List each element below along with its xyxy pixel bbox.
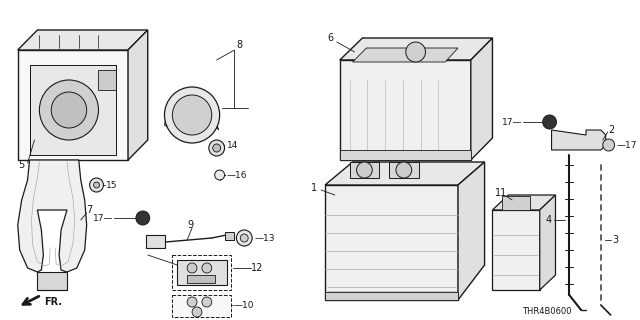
Polygon shape bbox=[492, 195, 556, 210]
Polygon shape bbox=[164, 112, 175, 130]
Text: 6: 6 bbox=[327, 33, 333, 43]
Text: 17—: 17— bbox=[93, 213, 113, 222]
Text: —17: —17 bbox=[616, 140, 637, 149]
Text: 4: 4 bbox=[545, 215, 552, 225]
Circle shape bbox=[241, 234, 248, 242]
Circle shape bbox=[356, 162, 372, 178]
Polygon shape bbox=[349, 162, 379, 178]
Circle shape bbox=[202, 297, 212, 307]
Circle shape bbox=[51, 92, 86, 128]
Text: 11: 11 bbox=[495, 188, 508, 198]
Circle shape bbox=[202, 263, 212, 273]
Polygon shape bbox=[340, 150, 471, 160]
Circle shape bbox=[396, 162, 412, 178]
Circle shape bbox=[93, 182, 99, 188]
Circle shape bbox=[187, 263, 197, 273]
Polygon shape bbox=[389, 162, 419, 178]
Text: 3: 3 bbox=[612, 235, 619, 245]
Polygon shape bbox=[340, 60, 471, 160]
Polygon shape bbox=[18, 160, 86, 272]
Circle shape bbox=[212, 144, 221, 152]
Circle shape bbox=[603, 139, 614, 151]
Circle shape bbox=[187, 297, 197, 307]
Text: 9: 9 bbox=[187, 220, 193, 230]
Text: —10: —10 bbox=[234, 300, 254, 309]
Polygon shape bbox=[177, 260, 227, 285]
Text: 12: 12 bbox=[251, 263, 264, 273]
Polygon shape bbox=[325, 292, 458, 300]
Polygon shape bbox=[99, 70, 116, 90]
Circle shape bbox=[406, 42, 426, 62]
Polygon shape bbox=[325, 185, 458, 300]
Circle shape bbox=[192, 307, 202, 317]
Circle shape bbox=[136, 211, 150, 225]
Polygon shape bbox=[458, 162, 484, 300]
Circle shape bbox=[214, 170, 225, 180]
Circle shape bbox=[209, 140, 225, 156]
Polygon shape bbox=[18, 30, 148, 50]
Text: 5: 5 bbox=[18, 160, 24, 170]
Bar bbox=[172, 255, 232, 290]
Text: FR.: FR. bbox=[44, 297, 62, 307]
Text: 15: 15 bbox=[106, 180, 118, 189]
Polygon shape bbox=[325, 162, 484, 185]
Polygon shape bbox=[128, 30, 148, 160]
Polygon shape bbox=[37, 272, 67, 290]
Circle shape bbox=[164, 87, 220, 143]
Circle shape bbox=[172, 95, 212, 135]
Polygon shape bbox=[212, 112, 219, 130]
Text: 2: 2 bbox=[609, 125, 615, 135]
Polygon shape bbox=[471, 38, 492, 160]
Circle shape bbox=[90, 178, 104, 192]
Circle shape bbox=[40, 80, 99, 140]
Polygon shape bbox=[353, 48, 458, 62]
Polygon shape bbox=[225, 232, 234, 240]
Text: 1: 1 bbox=[311, 183, 317, 193]
Polygon shape bbox=[502, 196, 530, 210]
Text: —13: —13 bbox=[254, 234, 275, 243]
Polygon shape bbox=[552, 130, 605, 150]
Circle shape bbox=[543, 115, 557, 129]
Polygon shape bbox=[29, 65, 116, 155]
Text: 8: 8 bbox=[236, 40, 243, 50]
Text: THR4B0600: THR4B0600 bbox=[522, 308, 572, 316]
Polygon shape bbox=[18, 50, 128, 160]
Polygon shape bbox=[540, 195, 556, 290]
Text: 14: 14 bbox=[227, 140, 238, 149]
Text: —16: —16 bbox=[227, 171, 247, 180]
Text: 7: 7 bbox=[86, 205, 93, 215]
Text: 17—: 17— bbox=[502, 117, 522, 126]
Polygon shape bbox=[187, 275, 214, 283]
Bar bbox=[172, 295, 232, 317]
Polygon shape bbox=[146, 235, 166, 248]
Polygon shape bbox=[492, 210, 540, 290]
Polygon shape bbox=[340, 38, 492, 60]
Circle shape bbox=[236, 230, 252, 246]
